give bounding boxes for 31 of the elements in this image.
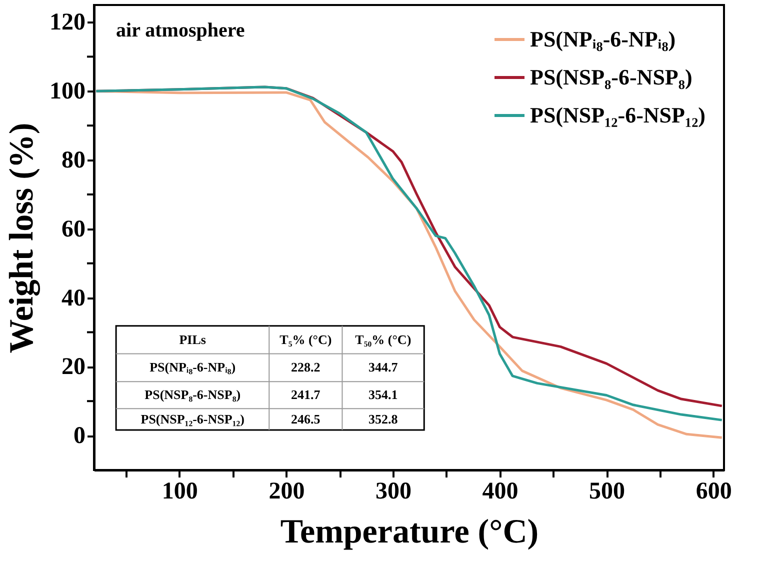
y-tick-label: 100	[50, 78, 86, 105]
y-tick-label: 120	[50, 10, 86, 36]
annotation: PS(NSP₈-6-NSP₈)	[144, 387, 241, 402]
x-tick-label: 400	[482, 478, 518, 504]
x-tick-label: 600	[696, 478, 732, 504]
y-tick-label: 20	[62, 354, 86, 380]
y-tick-label: 80	[62, 148, 86, 174]
x-tick-label: 500	[589, 478, 626, 504]
legend-label: PS(NPᵢ₈-6-NPᵢ₈)	[530, 26, 676, 52]
y-tick-label: 0	[74, 423, 86, 450]
annotation: 241.7	[291, 387, 321, 402]
annotation: 344.7	[368, 360, 398, 375]
y-axis-title: Weight loss (%)	[4, 122, 40, 354]
y-tick-label: 60	[62, 216, 86, 242]
annotation: PS(NPᵢ₈-6-NPᵢ₈)	[150, 360, 236, 375]
annotation: 354.1	[368, 387, 398, 402]
annotation: T₅% (°C)	[280, 332, 332, 347]
annotation: 228.2	[291, 360, 320, 375]
x-tick-label: 100	[162, 478, 198, 504]
y-tick-label: 40	[62, 285, 86, 312]
legend-label: PS(NSP₁₂-6-NSP₁₂)	[530, 102, 706, 128]
annotation: T₅₀% (°C)	[355, 332, 412, 347]
x-tick-label: 300	[375, 478, 412, 504]
x-tick-label: 200	[268, 478, 305, 504]
annotation: PS(NSP₁₂-6-NSP₁₂)	[140, 411, 244, 426]
x-axis-title: Temperature (°C)	[280, 514, 539, 550]
annotation: 352.8	[368, 411, 398, 426]
legend-label: PS(NSP₈-6-NSP₈)	[530, 64, 692, 90]
annotation: 246.5	[291, 411, 321, 426]
annotation: air atmosphere	[116, 20, 245, 42]
annotation: PILs	[179, 332, 206, 347]
